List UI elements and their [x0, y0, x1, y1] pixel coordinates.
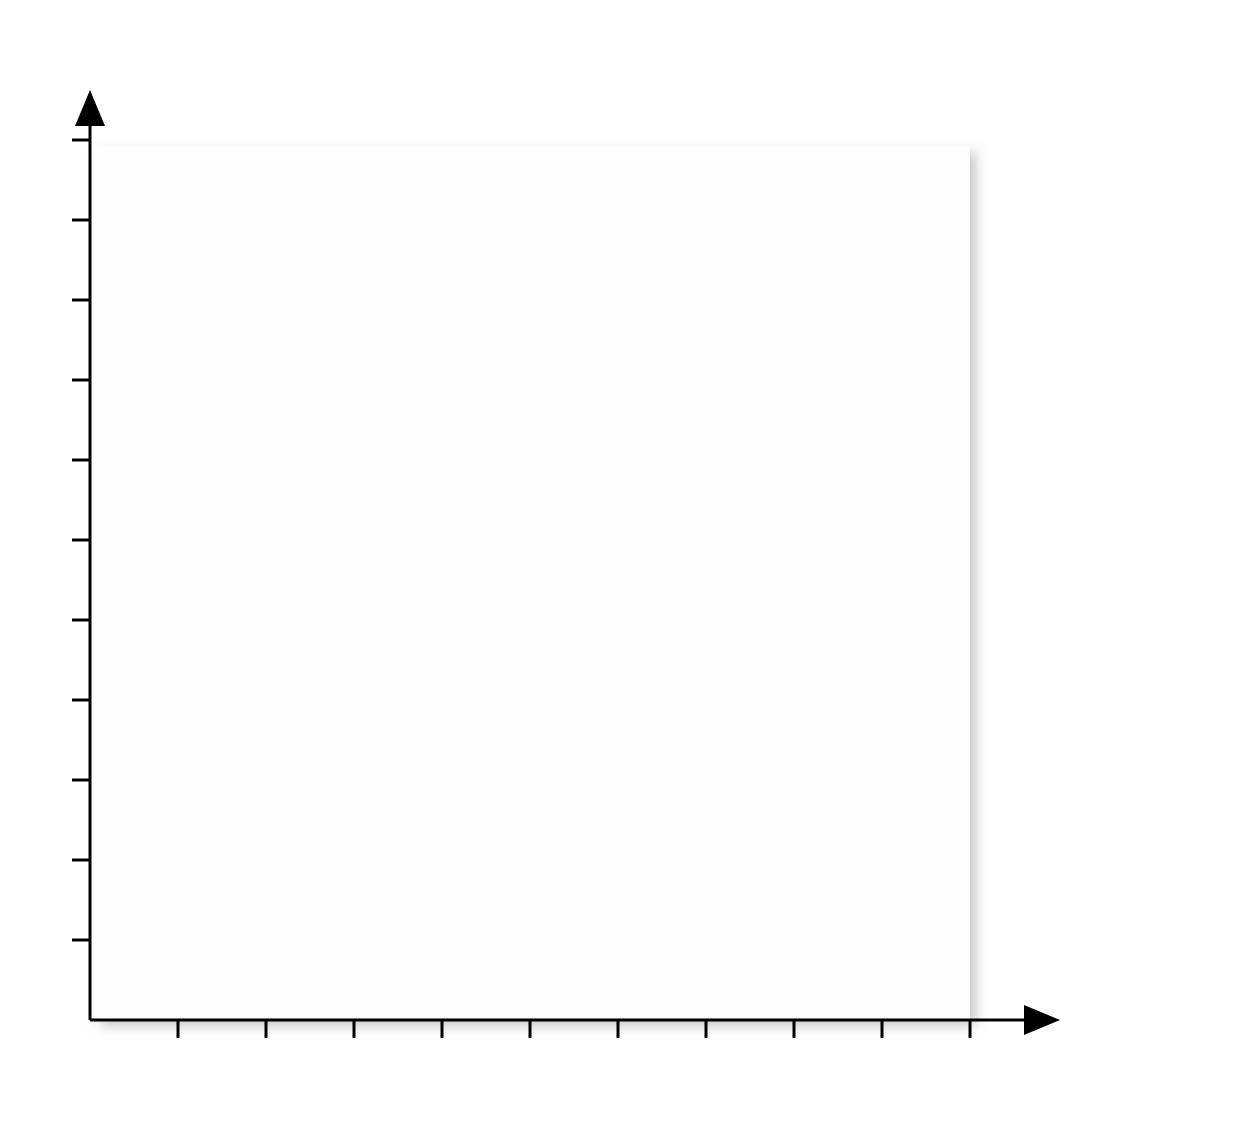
plot-background	[94, 146, 970, 1020]
labor-market-chart	[0, 0, 1253, 1126]
